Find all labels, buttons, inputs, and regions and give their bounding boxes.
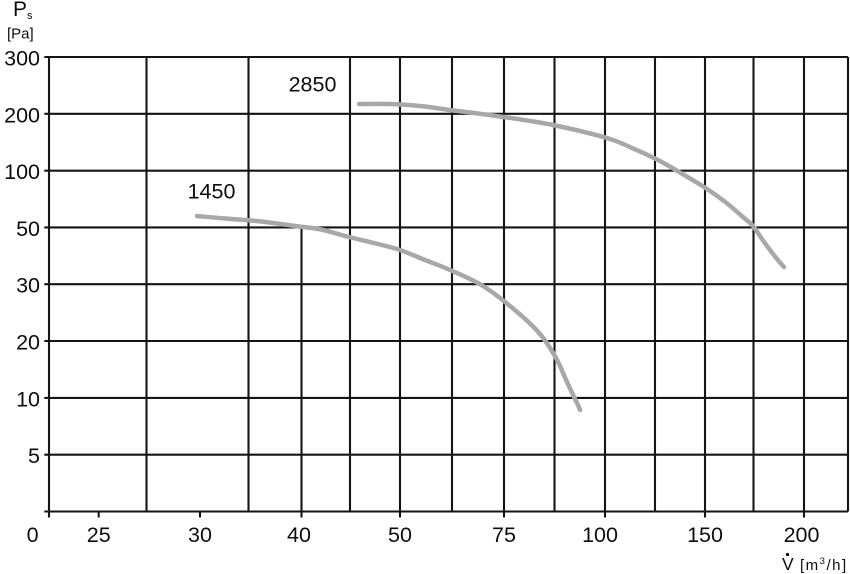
svg-text:2850: 2850 <box>289 73 337 97</box>
svg-text:100: 100 <box>4 160 40 184</box>
svg-text:30: 30 <box>16 274 40 298</box>
svg-text:50: 50 <box>388 523 412 547</box>
svg-text:25: 25 <box>87 523 111 547</box>
svg-text:[m3/h]: [m3/h] <box>800 556 848 574</box>
svg-text:40: 40 <box>287 523 311 547</box>
svg-text:10: 10 <box>16 387 40 411</box>
svg-text:1450: 1450 <box>188 180 236 204</box>
svg-text:75: 75 <box>492 523 516 547</box>
svg-text:[Pa]: [Pa] <box>7 26 34 43</box>
svg-text:5: 5 <box>28 444 40 468</box>
svg-text:0: 0 <box>27 523 39 547</box>
svg-text:50: 50 <box>16 217 40 241</box>
svg-text:100: 100 <box>582 523 618 547</box>
svg-text:200: 200 <box>4 103 40 127</box>
svg-text:V: V <box>782 554 794 574</box>
svg-text:300: 300 <box>4 47 40 71</box>
svg-text:150: 150 <box>687 523 723 547</box>
svg-text:30: 30 <box>188 523 212 547</box>
svg-text:200: 200 <box>784 523 820 547</box>
svg-text:20: 20 <box>16 331 40 355</box>
